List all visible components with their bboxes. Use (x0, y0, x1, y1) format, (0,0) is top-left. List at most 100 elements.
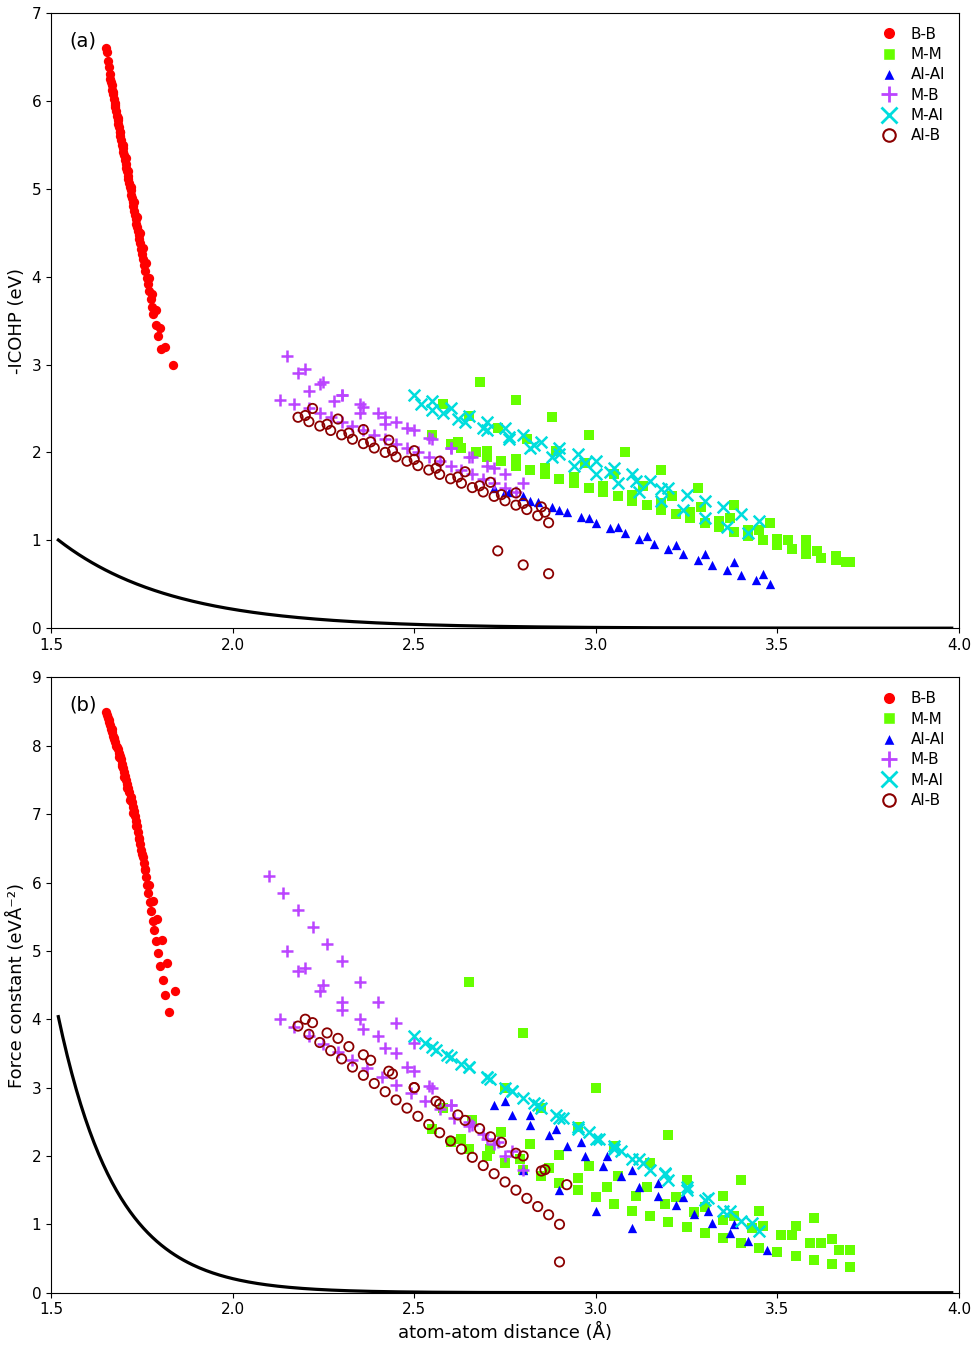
Point (333, 998, 349, 1020)
Point (638, 525, 654, 546)
Point (587, 451, 603, 472)
Point (366, 1072, 382, 1094)
Point (841, 1240, 857, 1261)
Point (114, 755, 130, 777)
Point (330, 1028, 346, 1050)
Point (522, 1114, 537, 1136)
Point (659, 476, 675, 498)
Point (420, 1075, 436, 1097)
Point (409, 455, 425, 476)
Point (117, 154, 133, 175)
Point (115, 142, 131, 163)
Point (152, 955, 168, 977)
Point (515, 1159, 531, 1180)
Point (580, 507, 596, 529)
Point (112, 125, 128, 147)
Point (119, 161, 135, 182)
Point (147, 920, 162, 942)
Point (515, 1159, 531, 1180)
Point (460, 1112, 476, 1133)
Point (714, 1228, 730, 1249)
Point (659, 538, 675, 560)
Point (576, 452, 592, 473)
Point (475, 468, 490, 490)
Point (344, 1056, 360, 1078)
Point (111, 746, 127, 768)
Point (135, 846, 150, 867)
Point (312, 979, 327, 1001)
Point (301, 380, 317, 402)
Point (388, 411, 404, 433)
Point (116, 766, 132, 788)
Point (504, 1081, 520, 1102)
Point (464, 464, 480, 486)
Point (140, 272, 155, 294)
Point (479, 411, 494, 433)
Point (496, 1090, 512, 1112)
Point (145, 890, 160, 912)
Point (627, 1184, 643, 1206)
Point (137, 859, 152, 881)
Point (722, 1222, 738, 1244)
Point (740, 522, 755, 544)
Point (551, 444, 567, 465)
Point (587, 1077, 603, 1098)
Point (301, 1024, 317, 1045)
Point (659, 1170, 675, 1191)
Point (595, 482, 611, 503)
Point (120, 161, 136, 182)
Point (685, 1201, 701, 1222)
Point (115, 134, 131, 155)
Point (483, 1139, 498, 1160)
Point (515, 472, 531, 494)
Point (566, 455, 581, 476)
Point (443, 398, 458, 420)
Point (125, 796, 141, 817)
Point (555, 1108, 571, 1129)
Point (570, 444, 585, 465)
Point (486, 457, 501, 479)
Point (388, 447, 404, 468)
Point (443, 1130, 458, 1152)
Point (406, 1077, 422, 1098)
Point (697, 511, 712, 533)
Point (406, 1077, 422, 1098)
Point (515, 554, 531, 576)
Point (570, 1117, 585, 1139)
Point (464, 447, 480, 468)
Point (126, 801, 142, 823)
Point (141, 882, 156, 904)
Point (602, 461, 617, 483)
Point (443, 433, 458, 455)
Point (769, 527, 785, 549)
Point (424, 424, 440, 445)
Point (566, 472, 581, 494)
Point (733, 565, 748, 587)
Point (682, 507, 698, 529)
Point (399, 437, 414, 459)
Point (356, 433, 371, 455)
Point (761, 511, 777, 533)
Point (369, 1025, 385, 1047)
Point (165, 353, 181, 375)
Point (623, 490, 639, 511)
Point (750, 1237, 766, 1259)
Point (703, 554, 719, 576)
Point (493, 1132, 509, 1153)
Point (623, 1217, 639, 1238)
Point (479, 1067, 494, 1089)
Point (536, 457, 552, 479)
Point (522, 437, 537, 459)
Point (341, 422, 357, 444)
Point (406, 1032, 422, 1054)
Point (101, 50, 116, 71)
Point (508, 389, 524, 410)
Point (710, 510, 726, 532)
Point (279, 345, 295, 367)
Point (812, 1232, 828, 1253)
Point (663, 486, 679, 507)
Point (798, 537, 814, 558)
Point (496, 464, 512, 486)
Point (504, 1105, 520, 1126)
Point (107, 731, 123, 753)
